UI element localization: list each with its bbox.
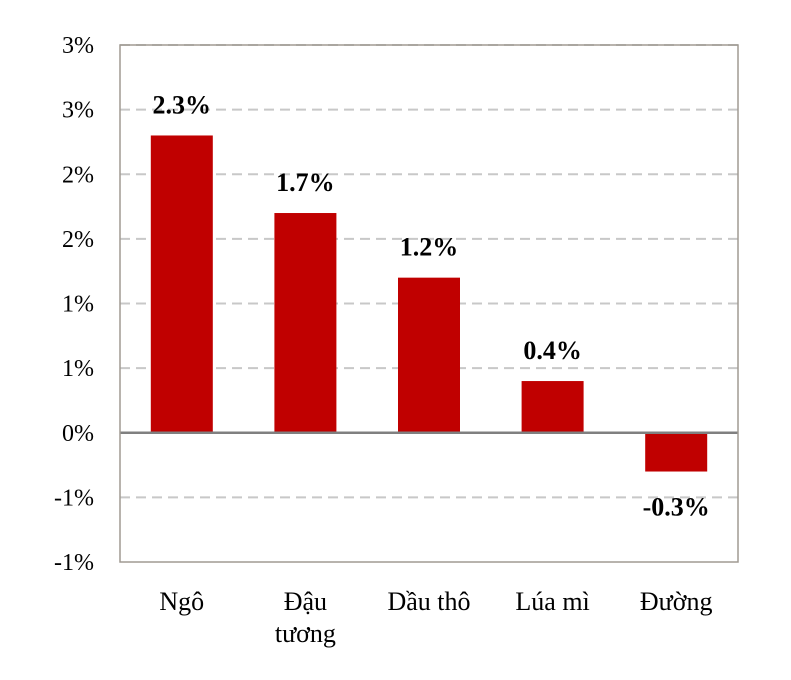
bars: [150, 135, 708, 472]
data-label: 1.7%: [276, 168, 335, 197]
category-label: Đường: [640, 587, 713, 616]
category-label-line: Ngô: [159, 587, 204, 616]
category-label: Đậu tương: [275, 587, 336, 648]
category-label-line: Lúa mì: [515, 587, 589, 616]
category-label-line: Dầu thô: [387, 587, 470, 616]
data-label: -0.3%: [643, 493, 710, 522]
category-label: Ngô: [159, 587, 204, 616]
category-label-line: Đậu: [284, 587, 327, 616]
y-axis-ticks: 3% 3% 2% 2% 1% 1% 0% -1% -1%: [54, 33, 94, 576]
plot-frame: [119, 44, 739, 563]
category-label-line: tương: [275, 619, 336, 648]
data-label: 0.4%: [523, 336, 582, 365]
bar: [521, 381, 584, 433]
data-label: 1.2%: [400, 233, 459, 262]
y-tick-label: 1%: [62, 292, 94, 318]
y-tick-label: -1%: [54, 485, 94, 511]
data-labels: 2.3% 1.7% 1.2% 0.4% -0.3%: [153, 90, 710, 521]
bar: [150, 135, 213, 433]
y-tick-label: 2%: [62, 162, 94, 188]
bar: [645, 432, 708, 472]
y-tick-label: 2%: [62, 227, 94, 253]
y-tick-label: 1%: [62, 356, 94, 382]
y-tick-label: -1%: [54, 550, 94, 576]
x-axis-categories: Ngô Đậu tương Dầu thô Lúa mì Đường: [159, 587, 712, 648]
bar: [398, 277, 460, 433]
category-label-line: Đường: [640, 587, 713, 616]
category-label: Dầu thô: [387, 587, 470, 616]
y-tick-label: 3%: [62, 98, 94, 124]
y-tick-label: 0%: [62, 421, 94, 447]
data-label: 2.3%: [153, 90, 212, 119]
category-label: Lúa mì: [515, 587, 589, 616]
bar: [274, 213, 337, 433]
y-tick-label: 3%: [62, 33, 94, 59]
